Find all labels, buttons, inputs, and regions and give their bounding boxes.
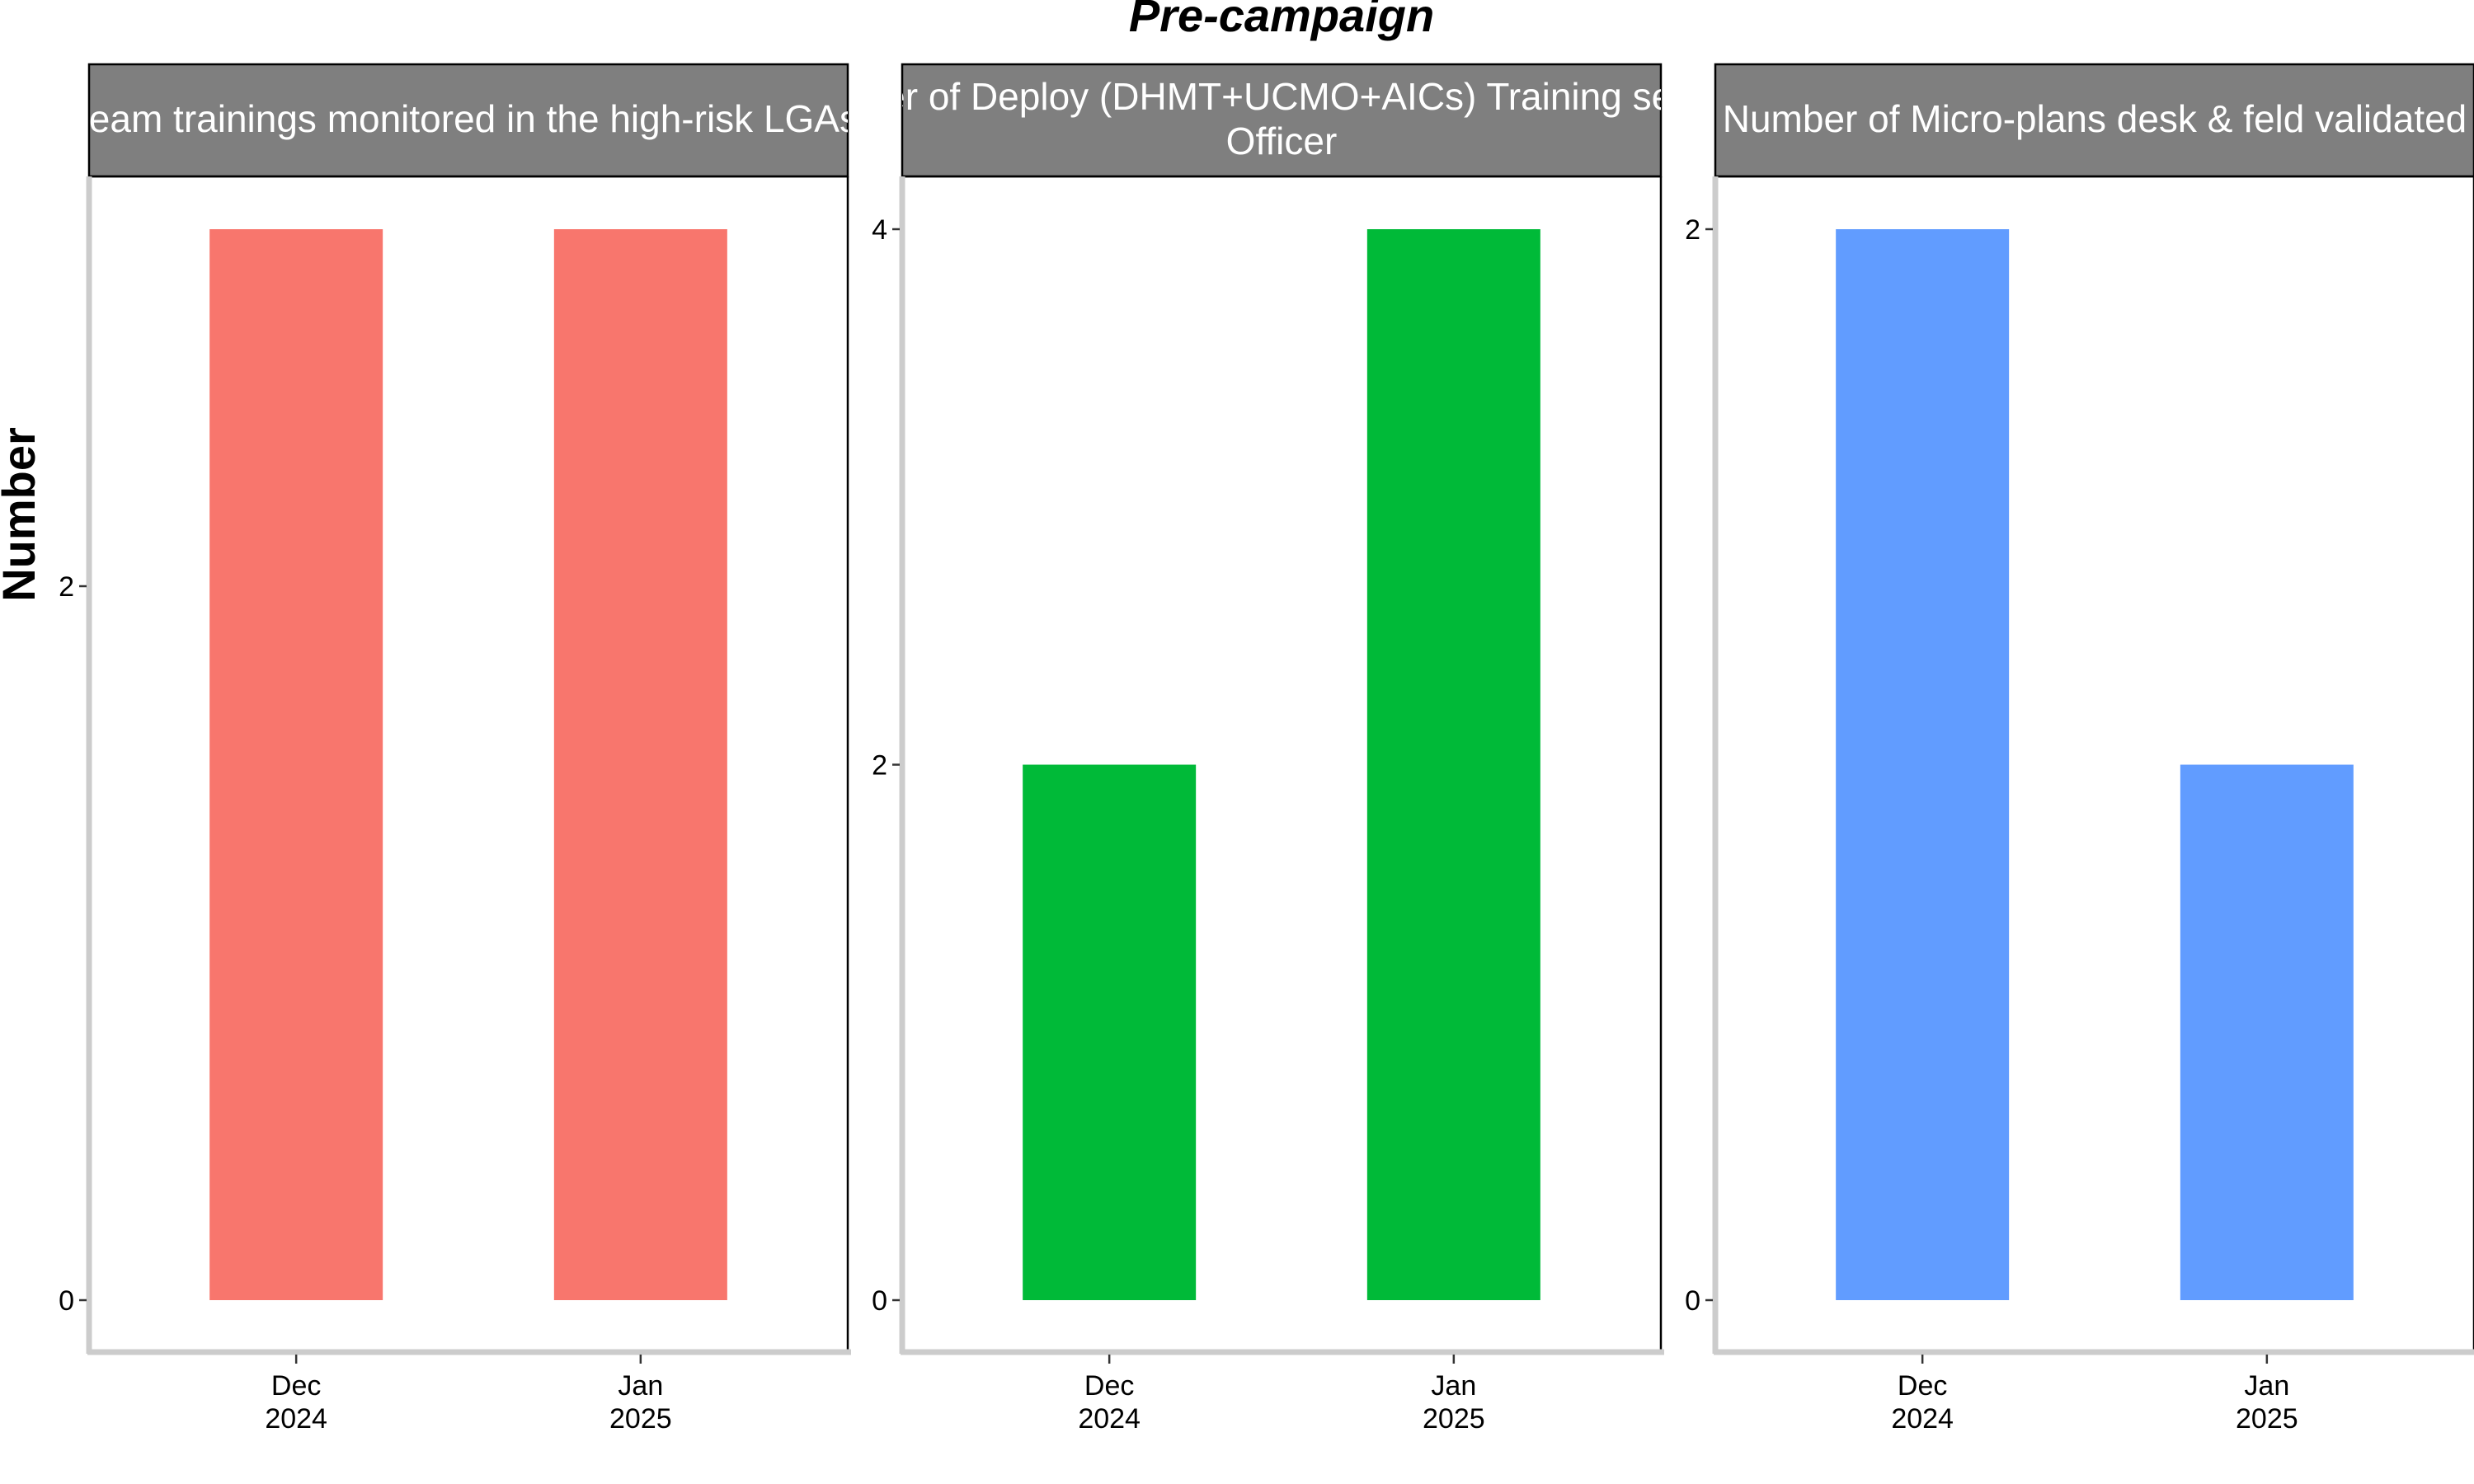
panel-2: Number of Deploy (DHMT+UCMO+AICs) Traini… [783,63,1780,1435]
chart-panels: team trainings monitored in the high-ris… [59,63,2474,1435]
panel-3: Number of Micro-plans desk & feld valida… [1685,63,2474,1435]
x-tick-label: 2024 [1891,1403,1954,1435]
x-tick-label: Dec [271,1370,321,1402]
y-tick-label: 4 [872,214,887,246]
bar-jan [2180,764,2354,1300]
x-tick-label: Jan [1431,1370,1476,1402]
facet-strip [901,63,1663,178]
facet-strip-label: Number of Deploy (DHMT+UCMO+AICs) Traini… [783,75,1780,118]
x-tick-label: Jan [618,1370,663,1402]
bar-jan [1366,229,1540,1300]
y-tick-label: 2 [872,750,887,782]
y-axis-label: Number [0,427,45,602]
facet-strip-label: Number of Micro-plans desk & feld valida… [1723,97,2467,140]
panel-1: team trainings monitored in the high-ris… [59,63,858,1435]
facet-strip [1714,63,2474,178]
x-tick-label: 2025 [609,1403,672,1435]
x-tick-label: Dec [1898,1370,1947,1402]
y-tick-label: 0 [59,1285,74,1317]
facet-strip-label-group: Number of Micro-plans desk & feld valida… [1723,97,2467,140]
x-tick-label: Jan [2244,1370,2289,1402]
x-tick-label: 2024 [265,1403,327,1435]
y-tick-label: 2 [1685,214,1700,246]
x-tick-label: 2024 [1078,1403,1141,1435]
bar-dec [209,229,383,1300]
bar-dec [1836,229,2010,1300]
y-tick-label: 0 [872,1285,887,1317]
bar-jan [553,229,727,1300]
x-tick-label: Dec [1084,1370,1134,1402]
facet-strip-label-group: team trainings monitored in the high-ris… [78,97,858,140]
bar-dec [1023,764,1197,1300]
x-tick-label: 2025 [2236,1403,2298,1435]
chart-title: Pre-campaign [1129,0,1434,41]
y-tick-label: 2 [59,571,74,603]
facet-strip-label: team trainings monitored in the high-ris… [78,97,858,140]
facet-strip [87,63,849,178]
facet-strip-label-group: Number of Deploy (DHMT+UCMO+AICs) Traini… [783,75,1780,162]
x-tick-label: 2025 [1423,1403,1485,1435]
y-tick-label: 0 [1685,1285,1700,1317]
facet-strip-label: Officer [1226,120,1338,162]
